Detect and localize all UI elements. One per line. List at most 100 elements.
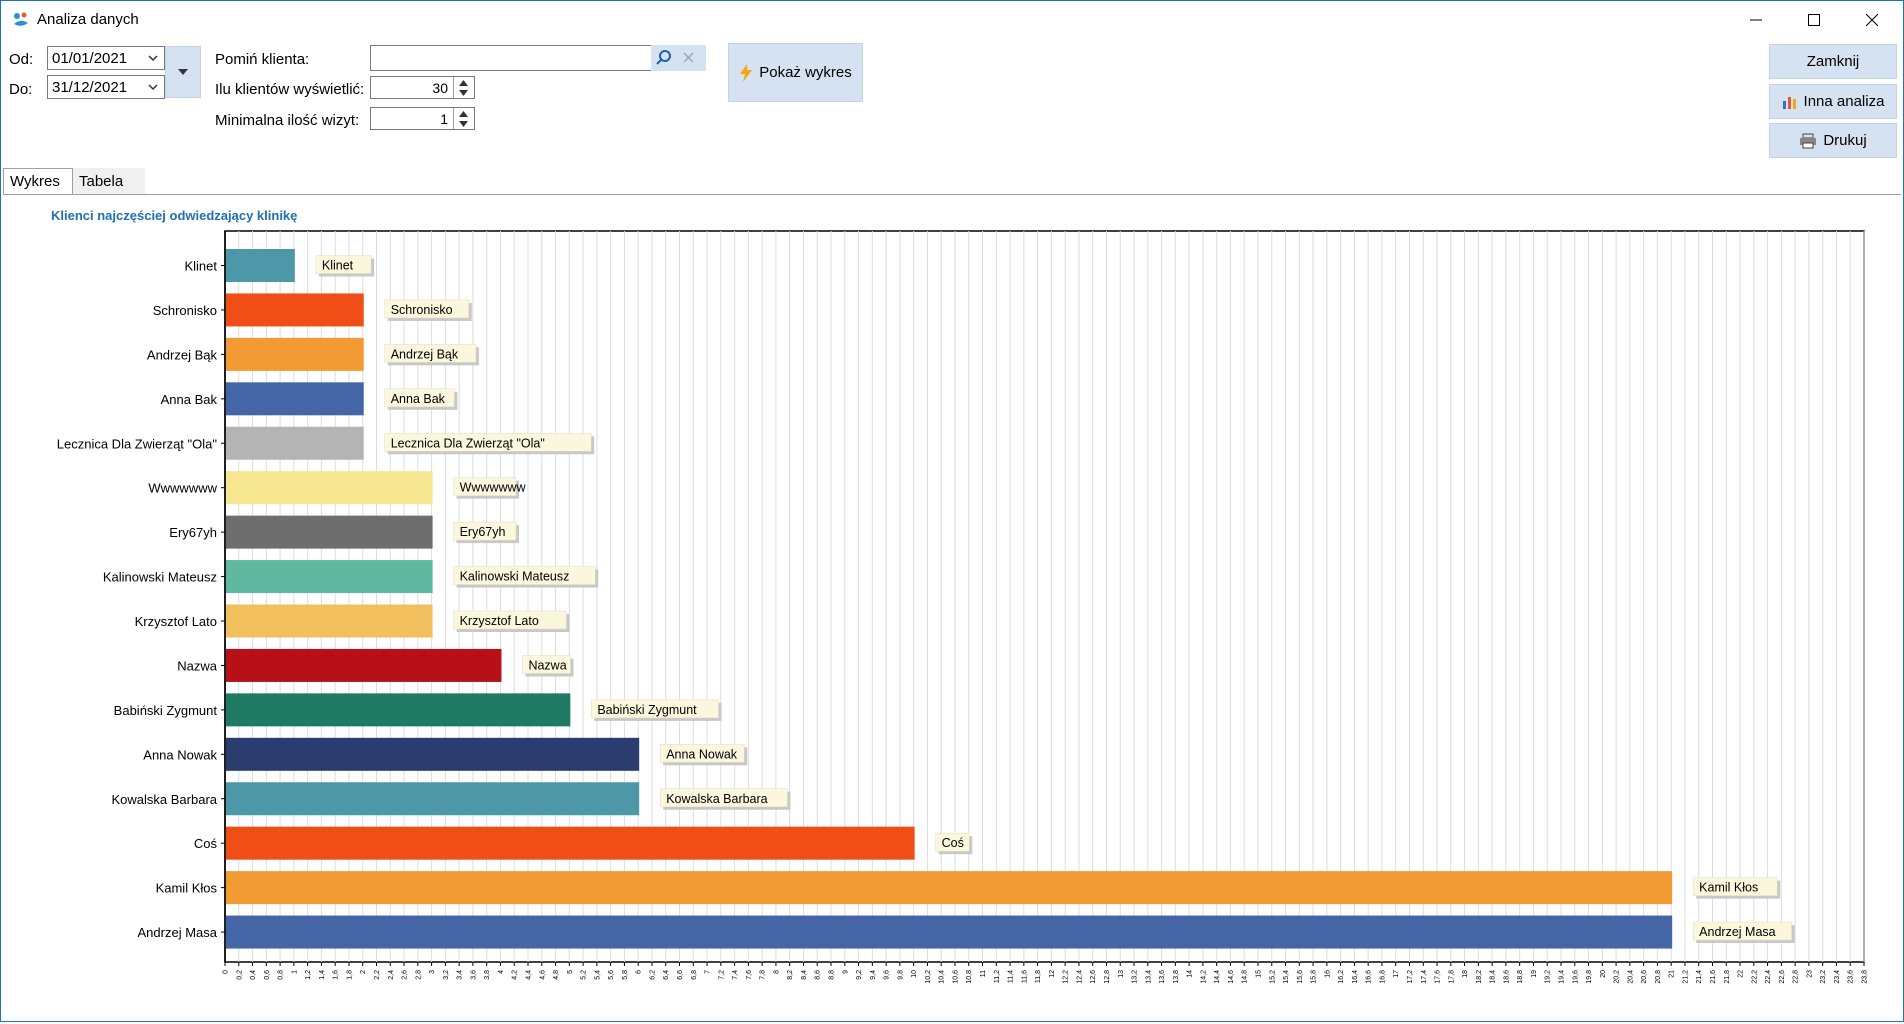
data-label: Anna Bak xyxy=(391,392,446,406)
x-tick-label: 22 xyxy=(1738,970,1745,978)
other-analysis-button[interactable]: Inna analiza xyxy=(1769,84,1897,119)
from-label: Od: xyxy=(9,51,34,68)
x-tick-label: 22,6 xyxy=(1779,970,1786,984)
min-visits-stepper-arrows[interactable] xyxy=(453,108,474,129)
count-stepper-arrows[interactable] xyxy=(453,77,474,98)
chevron-down-icon xyxy=(148,84,158,91)
to-label: Do: xyxy=(9,81,33,98)
y-tick-label: Andrzej Masa xyxy=(138,925,218,940)
data-label: Schronisko xyxy=(391,303,453,317)
tab-table[interactable]: Tabela xyxy=(73,168,145,194)
x-tick-label: 21 xyxy=(1669,970,1676,978)
x-tick-label: 12,2 xyxy=(1063,970,1070,984)
bar xyxy=(226,426,364,460)
bar-chart-icon xyxy=(1782,96,1796,109)
data-label: Kowalska Barbara xyxy=(666,792,767,806)
clear-icon[interactable] xyxy=(683,52,694,63)
x-tick-label: 0,6 xyxy=(264,970,271,980)
x-tick-label: 5,2 xyxy=(581,970,588,980)
x-tick-label: 9,6 xyxy=(884,970,891,980)
skip-client-label: Pomiń klienta: xyxy=(215,51,310,68)
date-range-dropdown-button[interactable] xyxy=(165,46,201,98)
x-tick-label: 17,4 xyxy=(1421,970,1428,984)
search-icon[interactable] xyxy=(655,49,673,67)
maximize-button[interactable] xyxy=(1785,1,1843,39)
x-tick-label: 2,4 xyxy=(388,970,395,980)
x-tick-label: 8,8 xyxy=(829,970,836,980)
data-label-box xyxy=(1692,877,1778,896)
x-tick-label: 6,2 xyxy=(649,970,656,980)
x-tick-label: 21,2 xyxy=(1682,970,1689,984)
bar xyxy=(226,515,433,549)
x-tick-label: 8,2 xyxy=(787,970,794,980)
x-tick-label: 6,8 xyxy=(691,970,698,980)
y-tick-label: Wwwwwww xyxy=(148,481,217,496)
x-tick-label: 10,6 xyxy=(952,970,959,984)
min-visits-stepper[interactable]: 1 xyxy=(370,107,475,130)
tab-table-label: Tabela xyxy=(79,172,124,190)
to-date-picker[interactable]: 31/12/2021 xyxy=(47,75,165,99)
tab-chart[interactable]: Wykres xyxy=(3,168,73,194)
app-logo-icon xyxy=(14,12,28,26)
print-button[interactable]: Drukuj xyxy=(1769,123,1897,158)
bar xyxy=(226,382,364,416)
bar xyxy=(226,782,640,816)
x-tick-label: 6 xyxy=(636,970,643,974)
y-tick-label: Kamil Kłos xyxy=(156,881,218,896)
data-label: Anna Nowak xyxy=(666,747,738,761)
count-value: 30 xyxy=(432,80,448,96)
x-tick-label: 5,8 xyxy=(622,970,629,980)
close-button[interactable]: Zamknij xyxy=(1769,44,1897,79)
data-label: Coś xyxy=(942,836,964,850)
x-tick-label: 19 xyxy=(1531,970,1538,978)
from-date-value: 01/01/2021 xyxy=(52,50,128,67)
x-tick-label: 22,4 xyxy=(1765,970,1772,984)
x-tick-label: 20,2 xyxy=(1614,970,1621,984)
search-actions xyxy=(651,45,706,71)
x-tick-label: 14,8 xyxy=(1242,970,1249,984)
chevron-down-icon xyxy=(148,55,158,62)
y-tick-label: Schronisko xyxy=(153,303,217,318)
data-label-box xyxy=(591,699,719,719)
x-tick-label: 14,4 xyxy=(1214,970,1221,984)
x-tick-label: 12,6 xyxy=(1090,970,1097,984)
chart-title: Klienci najczęściej odwiedzający klinikę xyxy=(51,208,297,223)
x-tick-label: 4,4 xyxy=(526,970,533,980)
dropdown-arrow-icon xyxy=(178,69,188,75)
bar xyxy=(226,293,364,327)
x-tick-label: 5 xyxy=(567,970,574,974)
y-tick-label: Krzysztof Lato xyxy=(135,614,217,629)
x-tick-label: 7,6 xyxy=(746,970,753,980)
x-tick-label: 4,2 xyxy=(512,970,519,980)
data-label-box xyxy=(453,610,567,630)
x-tick-label: 7,2 xyxy=(718,970,725,980)
bar xyxy=(226,249,295,282)
x-tick-label: 11,8 xyxy=(1035,970,1042,983)
minimize-button[interactable] xyxy=(1727,1,1785,39)
x-tick-label: 13,2 xyxy=(1132,970,1139,984)
skip-client-input[interactable] xyxy=(370,45,652,71)
x-tick-label: 9 xyxy=(842,970,849,974)
y-tick-label: Kalinowski Mateusz xyxy=(103,570,217,585)
data-label-box xyxy=(315,255,372,274)
x-tick-label: 10,2 xyxy=(925,970,932,984)
from-date-picker[interactable]: 01/01/2021 xyxy=(47,46,165,70)
x-tick-label: 15,2 xyxy=(1269,970,1276,984)
bar xyxy=(226,737,640,771)
x-tick-label: 13,4 xyxy=(1145,970,1152,984)
x-tick-label: 5,4 xyxy=(594,970,601,980)
x-tick-label: 14,6 xyxy=(1228,970,1235,984)
x-tick-label: 1,8 xyxy=(346,970,353,980)
x-tick-label: 2,6 xyxy=(402,970,409,980)
x-tick-label: 8,6 xyxy=(815,970,822,980)
close-window-button[interactable] xyxy=(1843,1,1901,39)
x-tick-label: 13,8 xyxy=(1173,970,1180,984)
x-tick-label: 14 xyxy=(1187,970,1194,978)
x-tick-label: 3,2 xyxy=(443,970,450,980)
show-chart-button[interactable]: Pokaż wykres xyxy=(728,43,863,102)
spin-up-icon xyxy=(459,111,468,117)
lightning-icon xyxy=(740,63,753,82)
x-tick-label: 11 xyxy=(980,970,987,977)
x-tick-label: 0,8 xyxy=(278,970,285,980)
count-stepper[interactable]: 30 xyxy=(370,76,475,99)
